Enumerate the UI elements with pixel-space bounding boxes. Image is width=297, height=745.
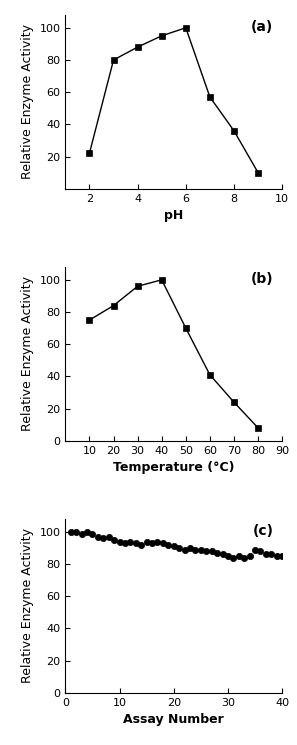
Text: (b): (b) [251,272,274,286]
Text: (c): (c) [252,524,274,538]
Y-axis label: Relative Enzyme Activity: Relative Enzyme Activity [21,276,34,431]
X-axis label: Assay Number: Assay Number [123,713,224,726]
Y-axis label: Relative Enzyme Activity: Relative Enzyme Activity [21,25,34,180]
X-axis label: Temperature (°C): Temperature (°C) [113,461,235,475]
Text: (a): (a) [251,20,274,34]
Y-axis label: Relative Enzyme Activity: Relative Enzyme Activity [21,528,34,683]
X-axis label: pH: pH [164,209,183,222]
